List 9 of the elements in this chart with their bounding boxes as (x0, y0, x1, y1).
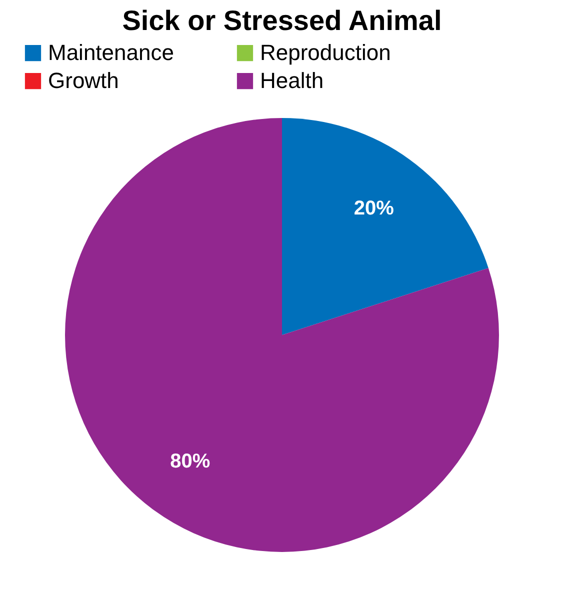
legend-label: Growth (48, 68, 119, 93)
legend-label: Health (260, 68, 324, 93)
legend-label: Reproduction (260, 40, 391, 65)
chart-title: Sick or Stressed Animal (122, 5, 442, 36)
data-label: 80% (170, 450, 210, 472)
legend-label: Maintenance (48, 40, 174, 65)
pie-slice (282, 118, 488, 335)
pie-slice (65, 118, 499, 552)
data-label: 20% (354, 198, 394, 220)
